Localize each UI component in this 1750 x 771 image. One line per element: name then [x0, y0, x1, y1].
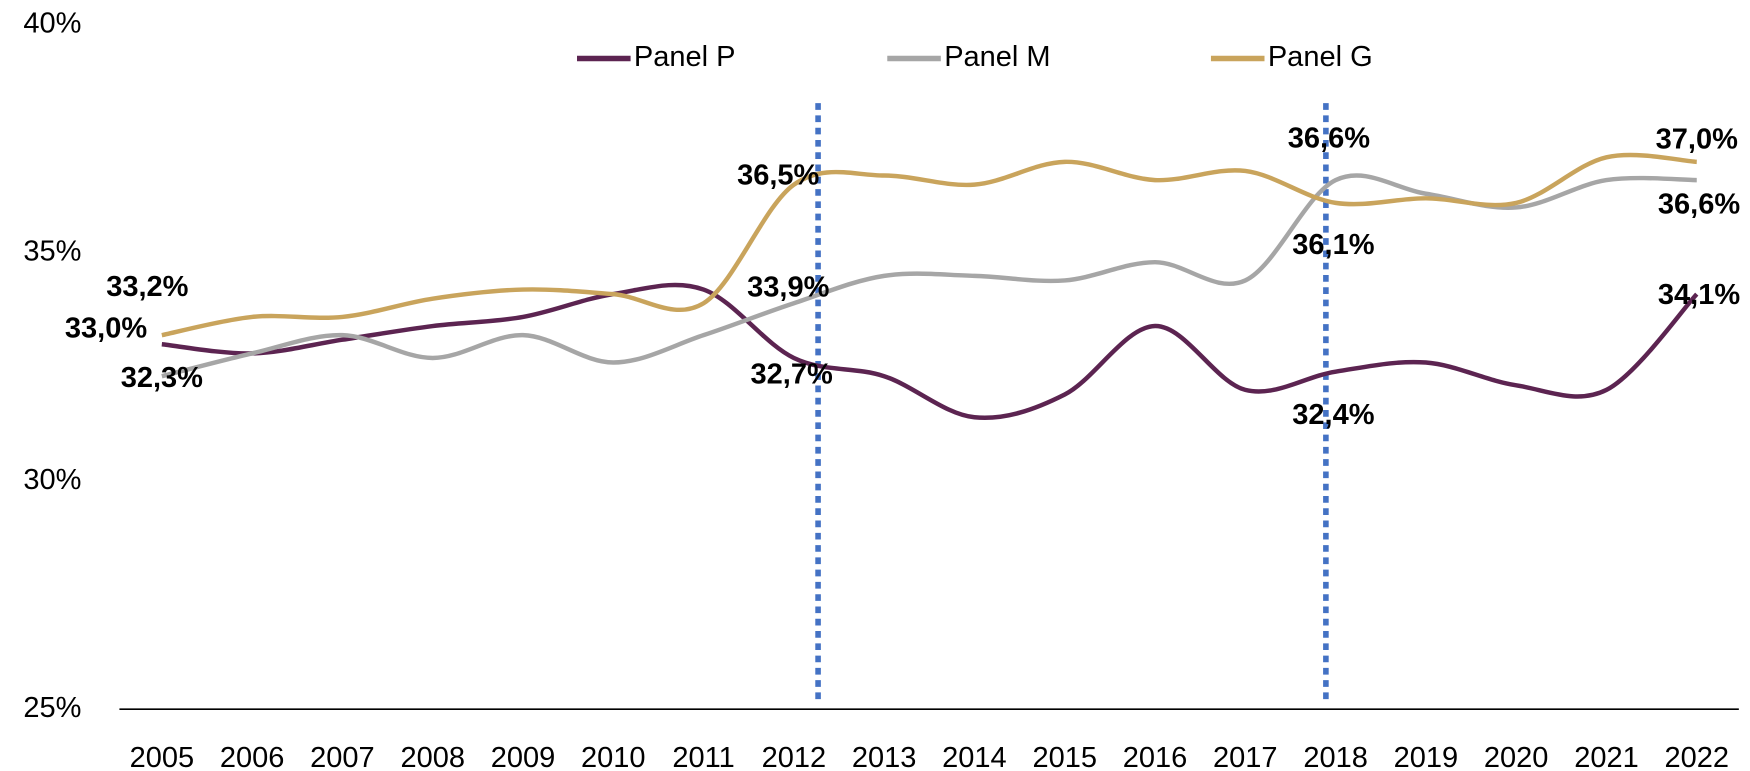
value-label: 37,0% — [1656, 123, 1738, 155]
x-tick-label: 2016 — [1123, 742, 1188, 771]
value-label: 36,1% — [1292, 229, 1374, 261]
x-tick-label: 2006 — [220, 742, 285, 771]
series-line — [161, 173, 1697, 379]
y-tick-label: 35% — [23, 236, 81, 268]
x-tick-label: 2011 — [672, 742, 734, 771]
legend-label: Panel P — [634, 41, 736, 73]
value-label: 32,4% — [1292, 399, 1374, 431]
x-tick-label: 2018 — [1303, 742, 1368, 771]
series-line — [161, 282, 1699, 420]
value-label: 36,6% — [1658, 188, 1740, 220]
value-label: 32,7% — [751, 358, 833, 390]
value-label: 34,1% — [1658, 279, 1740, 311]
x-tick-label: 2012 — [762, 742, 827, 771]
x-tick-label: 2019 — [1394, 742, 1459, 771]
series-line — [161, 152, 1697, 338]
value-label: 33,2% — [106, 271, 188, 303]
x-tick-label: 2021 — [1574, 742, 1639, 771]
x-tick-label: 2014 — [942, 742, 1007, 771]
x-tick-label: 2015 — [1032, 742, 1097, 771]
x-tick-label: 2010 — [581, 742, 646, 771]
x-tick-label: 2020 — [1484, 742, 1549, 771]
y-tick-label: 25% — [23, 692, 81, 724]
x-tick-label: 2009 — [491, 742, 556, 771]
x-tick-label: 2008 — [400, 742, 465, 771]
x-tick-label: 2017 — [1213, 742, 1278, 771]
x-tick-label: 2013 — [852, 742, 917, 771]
y-tick-label: 40% — [23, 8, 81, 40]
value-label: 36,5% — [737, 159, 819, 191]
value-label: 32,3% — [121, 362, 203, 394]
legend-label: Panel G — [1268, 41, 1373, 73]
x-tick-label: 2022 — [1665, 742, 1730, 771]
x-tick-label: 2007 — [310, 742, 375, 771]
x-tick-label: 2005 — [130, 742, 195, 771]
value-label: 36,6% — [1288, 123, 1370, 155]
y-tick-label: 30% — [23, 464, 81, 496]
legend-label: Panel M — [944, 41, 1050, 73]
value-label: 33,0% — [65, 312, 147, 344]
value-label: 33,9% — [747, 271, 829, 303]
